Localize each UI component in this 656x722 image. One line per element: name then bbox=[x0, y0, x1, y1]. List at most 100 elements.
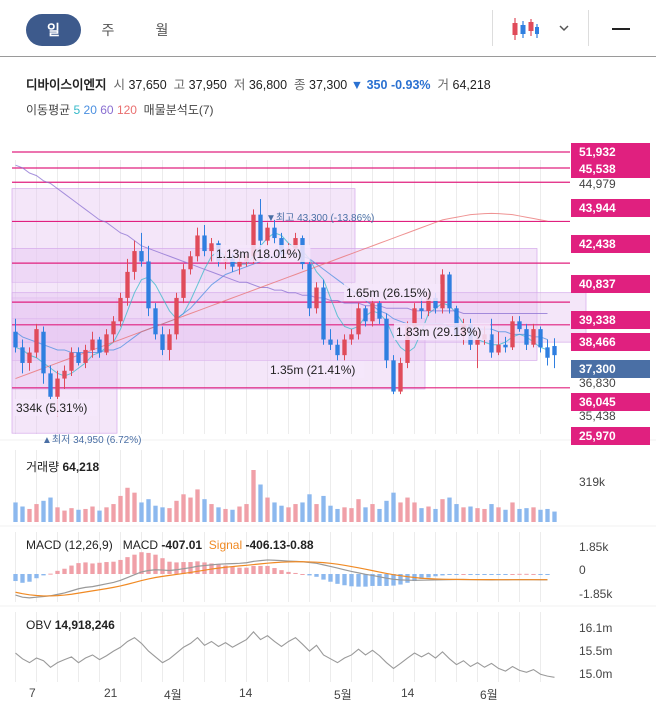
volume-bar bbox=[76, 509, 81, 522]
macd-histogram-bar bbox=[83, 562, 88, 574]
volume-bar bbox=[174, 500, 179, 522]
candle-body bbox=[167, 334, 172, 350]
macd-panel-title: MACD (12,26,9) MACD -407.01 Signal -406.… bbox=[26, 538, 314, 552]
macd-histogram-bar bbox=[440, 574, 445, 576]
x-tick: 4월 bbox=[164, 688, 182, 702]
volume-bar bbox=[90, 506, 95, 522]
volume-bar bbox=[223, 508, 228, 522]
volume-profile-label: 매물분석도(7) bbox=[143, 103, 214, 117]
macd-histogram-bar bbox=[293, 572, 298, 574]
low-label: 저 bbox=[233, 78, 246, 92]
volume-bar bbox=[454, 504, 459, 522]
volume-bar bbox=[363, 507, 368, 522]
volume-bar bbox=[335, 508, 340, 522]
candle-body bbox=[160, 334, 165, 350]
minus-icon[interactable] bbox=[612, 28, 630, 30]
macd-histogram-bar bbox=[62, 568, 67, 574]
macd-histogram-bar bbox=[524, 573, 529, 575]
volume-bar bbox=[160, 507, 165, 522]
macd-histogram-bar bbox=[139, 552, 144, 574]
volume-bar bbox=[482, 508, 487, 522]
tab-month[interactable]: 월 bbox=[155, 22, 169, 38]
macd-histogram-bar bbox=[405, 574, 410, 583]
volume-bar bbox=[447, 497, 452, 522]
volume-axis-label: 319k bbox=[579, 475, 606, 489]
volume-bar bbox=[69, 508, 74, 522]
macd-histogram-bar bbox=[398, 574, 403, 585]
volume-bar bbox=[433, 508, 438, 522]
volume-profile-label-bg bbox=[344, 284, 441, 301]
candle-body bbox=[293, 238, 298, 249]
macd-histogram-bar bbox=[237, 567, 242, 574]
volume-bar bbox=[370, 504, 375, 522]
candle-body bbox=[48, 373, 53, 397]
volume-bar bbox=[496, 507, 501, 522]
macd-histogram-bar bbox=[97, 562, 102, 574]
candle-body bbox=[146, 261, 151, 309]
macd-histogram-bar bbox=[174, 562, 179, 574]
macd-histogram-bar bbox=[167, 561, 172, 574]
candle-body bbox=[426, 297, 431, 311]
volume-bar bbox=[265, 497, 270, 522]
volume-value: 64,218 bbox=[452, 78, 491, 92]
candle-body bbox=[321, 287, 326, 340]
volume-bar bbox=[391, 492, 396, 522]
macd-histogram-bar bbox=[69, 565, 74, 574]
volume-bar bbox=[349, 508, 354, 522]
ma-60-label: 60 bbox=[100, 103, 114, 117]
tab-day[interactable]: 일 bbox=[26, 14, 81, 46]
macd-histogram-bar bbox=[181, 562, 186, 574]
change-percent: -0.93% bbox=[390, 78, 431, 92]
candle-body bbox=[20, 347, 25, 363]
volume-bar bbox=[419, 508, 424, 522]
candle-body bbox=[90, 339, 95, 350]
volume-bar bbox=[405, 497, 410, 522]
macd-histogram-bar bbox=[27, 574, 32, 582]
volume-profile-box bbox=[11, 292, 587, 343]
candle-body bbox=[258, 214, 263, 241]
macd-histogram-bar bbox=[328, 574, 333, 582]
price-level-badge: 45,538 bbox=[571, 160, 650, 178]
candle-body bbox=[13, 331, 18, 348]
volume-profile-label-bg bbox=[394, 323, 491, 340]
candle-body bbox=[517, 321, 522, 330]
candle-body bbox=[62, 370, 67, 379]
volume-bar bbox=[202, 499, 207, 522]
volume-panel-title: 거래량 64,218 bbox=[26, 458, 99, 475]
macd-histogram-bar bbox=[510, 574, 515, 575]
candle-body bbox=[153, 308, 158, 335]
macd-histogram-bar bbox=[279, 570, 284, 574]
volume-bar bbox=[34, 504, 39, 522]
price-level-badge: 42,438 bbox=[571, 235, 650, 253]
volume-bar bbox=[531, 507, 536, 522]
macd-histogram-bar bbox=[230, 566, 235, 574]
candle-body bbox=[181, 269, 186, 298]
macd-histogram-bar bbox=[13, 574, 18, 582]
volume-bar bbox=[468, 506, 473, 522]
volume-label: 거 bbox=[437, 78, 450, 92]
candle-body bbox=[41, 331, 46, 374]
macd-histogram-bar bbox=[223, 565, 228, 574]
volume-bar bbox=[125, 487, 130, 522]
macd-axis-bottom: -1.85k bbox=[579, 587, 613, 601]
volume-bar bbox=[111, 504, 116, 522]
candle-body bbox=[440, 274, 445, 309]
obv-axis-bottom: 15.0m bbox=[579, 667, 613, 681]
candle-body bbox=[132, 251, 137, 272]
candlestick-icon[interactable] bbox=[510, 16, 540, 42]
candle-body bbox=[342, 339, 347, 356]
volume-bar bbox=[314, 504, 319, 522]
macd-histogram-bar bbox=[538, 574, 543, 575]
macd-histogram-bar bbox=[216, 564, 221, 574]
macd-histogram-bar bbox=[41, 574, 46, 576]
open-value: 37,650 bbox=[128, 78, 167, 92]
volume-bar bbox=[13, 502, 18, 522]
obv-value: 14,918,246 bbox=[54, 618, 115, 632]
volume-bar bbox=[216, 507, 221, 522]
chevron-down-icon[interactable] bbox=[557, 21, 571, 35]
macd-histogram-bar bbox=[265, 565, 270, 574]
tab-week[interactable]: 주 bbox=[101, 22, 115, 38]
candle-body bbox=[69, 352, 74, 371]
candle-body bbox=[202, 235, 207, 252]
ma-120-label: 120 bbox=[116, 103, 137, 117]
